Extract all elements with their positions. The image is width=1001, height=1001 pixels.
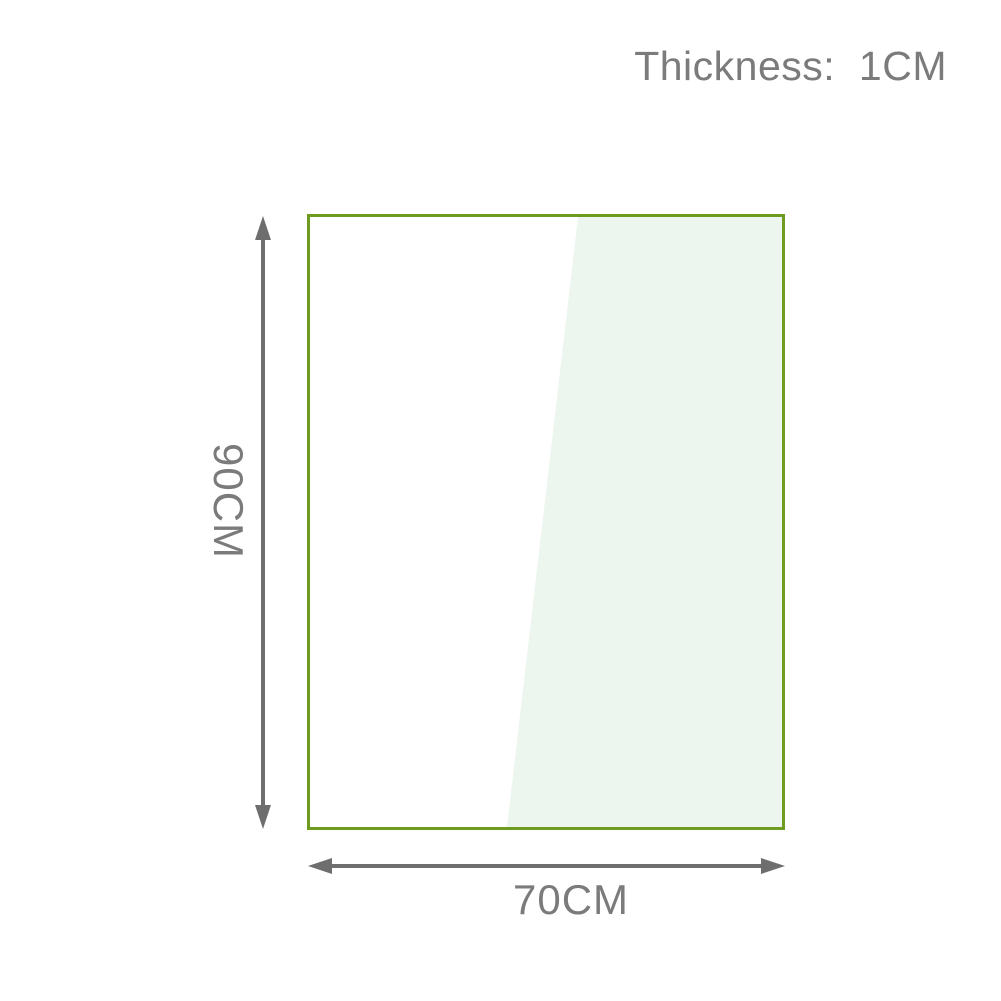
width-dimension-label: 70CM bbox=[512, 876, 630, 923]
width-arrow-right-head-icon bbox=[761, 858, 785, 874]
height-arrow-bottom-head-icon bbox=[255, 805, 271, 829]
thickness-label: Thickness: 1CM bbox=[634, 43, 947, 89]
width-dimension-arrow bbox=[308, 858, 785, 874]
height-dimension-label: 90CM bbox=[205, 442, 252, 560]
width-arrow-left-head-icon bbox=[308, 858, 332, 874]
glass-panel bbox=[307, 214, 785, 830]
height-dimension-arrow bbox=[255, 216, 271, 829]
height-arrow-top-head-icon bbox=[255, 216, 271, 240]
